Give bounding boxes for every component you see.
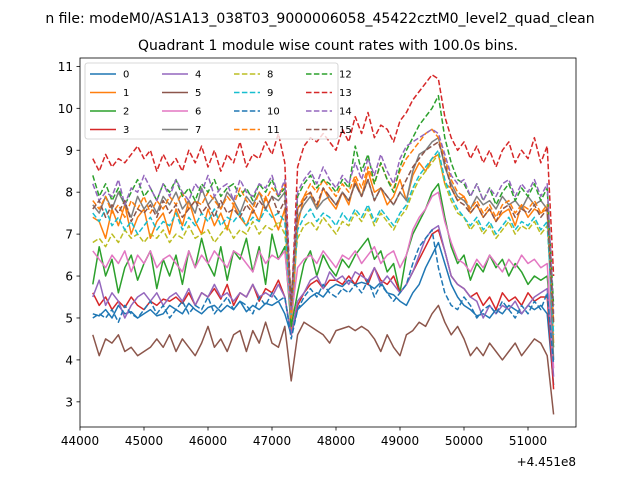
legend-label-5: 5 bbox=[195, 88, 201, 99]
legend-label-3: 3 bbox=[123, 125, 129, 136]
x-offset-label: +4.451e8 bbox=[517, 455, 576, 469]
legend-box bbox=[84, 62, 339, 140]
series-line-4 bbox=[92, 224, 555, 377]
legend-label-12: 12 bbox=[339, 70, 352, 81]
y-tick-label: 5 bbox=[65, 311, 73, 325]
series-line-7 bbox=[92, 136, 555, 360]
series-layer bbox=[92, 74, 555, 415]
x-tick-label: 44000 bbox=[61, 434, 99, 448]
legend-label-8: 8 bbox=[267, 70, 273, 81]
legend-label-1: 1 bbox=[123, 88, 129, 99]
legend-label-11: 11 bbox=[267, 125, 280, 136]
x-tick-label: 47000 bbox=[253, 434, 291, 448]
x-tick-label: 46000 bbox=[189, 434, 227, 448]
chart-title: Quadrant 1 module wise count rates with … bbox=[138, 38, 518, 54]
series-line-8 bbox=[92, 153, 555, 327]
legend-label-2: 2 bbox=[123, 107, 129, 118]
legend-label-6: 6 bbox=[195, 107, 201, 118]
series-line-10 bbox=[92, 229, 555, 365]
legend-label-4: 4 bbox=[195, 70, 201, 81]
legend-label-14: 14 bbox=[339, 107, 352, 118]
y-tick-label: 10 bbox=[58, 102, 73, 116]
x-tick-label: 45000 bbox=[125, 434, 163, 448]
legend-label-7: 7 bbox=[195, 125, 201, 136]
series-line-14 bbox=[92, 128, 555, 314]
series-line-15 bbox=[92, 141, 555, 323]
figure-suptitle: n file: modeM0/AS1A13_038T03_9000006058_… bbox=[45, 11, 594, 27]
legend-label-10: 10 bbox=[267, 107, 280, 118]
x-tick-label: 51000 bbox=[509, 434, 547, 448]
x-tick-label: 49000 bbox=[381, 434, 419, 448]
y-tick-label: 9 bbox=[65, 144, 73, 158]
legend-label-0: 0 bbox=[123, 70, 129, 81]
y-tick-label: 3 bbox=[65, 395, 73, 409]
y-tick-label: 8 bbox=[65, 186, 73, 200]
legend-label-15: 15 bbox=[339, 125, 352, 136]
series-line-9 bbox=[92, 149, 555, 335]
series-line-5 bbox=[92, 304, 555, 415]
series-line-0 bbox=[92, 241, 555, 386]
x-tick-label: 48000 bbox=[317, 434, 355, 448]
x-tick-label: 50000 bbox=[445, 434, 483, 448]
series-line-2 bbox=[92, 183, 555, 348]
series-line-6 bbox=[92, 191, 555, 369]
y-tick-label: 6 bbox=[65, 270, 73, 284]
legend-label-9: 9 bbox=[267, 88, 273, 99]
y-tick-label: 7 bbox=[65, 228, 73, 242]
legend-label-13: 13 bbox=[339, 88, 352, 99]
axes-frame bbox=[79, 57, 577, 428]
y-tick-label: 11 bbox=[58, 60, 73, 74]
axes-layer: 44000 45000 46000 47000 48000 49000 50000 51000… bbox=[58, 57, 577, 448]
y-tick-label: 4 bbox=[65, 353, 73, 367]
